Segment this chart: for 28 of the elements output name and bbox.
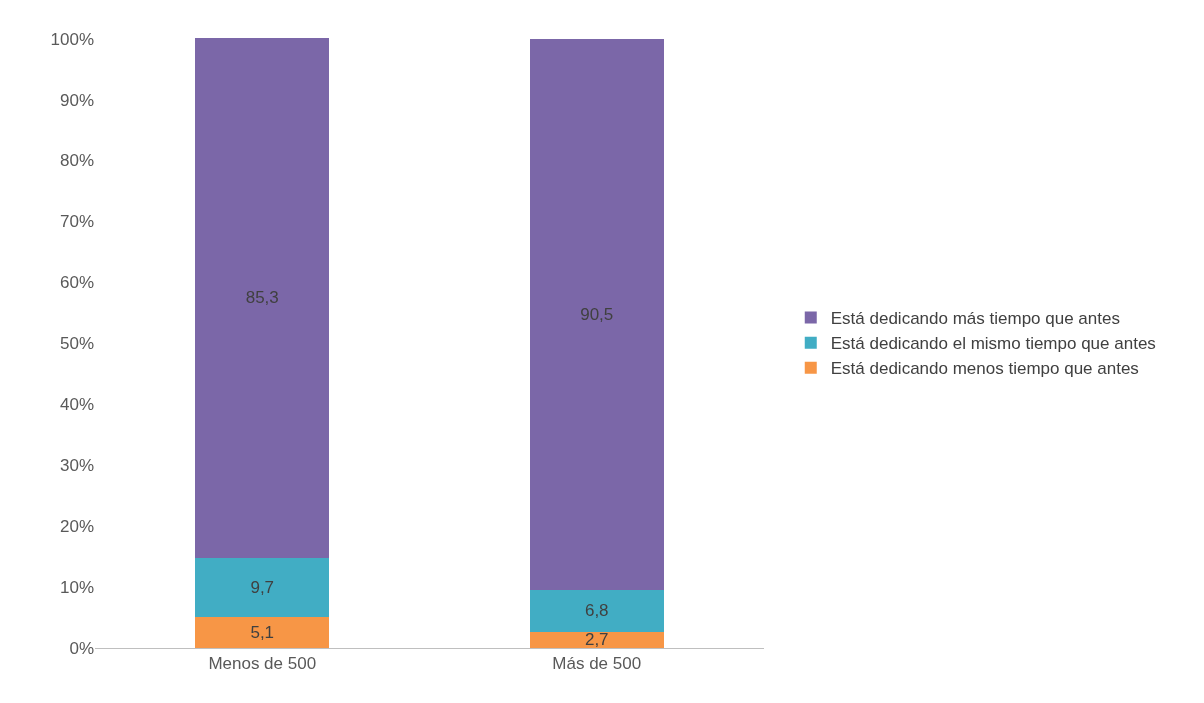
x-tick-label: Más de 500 [552,654,642,674]
bar [529,38,664,591]
y-tick-label: 50% [59,334,94,354]
legend-label: Está dedicando más tiempo que antes [830,309,1120,329]
bar [529,590,664,632]
y-tick-label: 10% [59,578,94,598]
data-label: 90,5 [580,304,614,324]
y-tick-label: 80% [59,151,94,171]
data-label: 9,7 [250,577,275,597]
y-tick-label: 60% [59,273,94,293]
data-label: 85,3 [245,288,279,308]
y-tick-label: 70% [59,212,94,232]
y-tick-label: 90% [59,90,94,110]
x-tick-label: Menos de 500 [208,654,317,674]
bar [195,616,330,648]
bar [195,38,330,558]
data-label: 5,1 [250,622,275,642]
y-tick-label: 20% [59,517,94,537]
bar [195,557,330,617]
data-label: 6,8 [584,601,609,621]
y-tick-label: 100% [50,29,94,49]
y-tick-label: 0% [69,638,94,658]
legend-label: Está dedicando menos tiempo que antes [830,359,1139,379]
legend-label: Está dedicando el mismo tiempo que antes [830,334,1156,354]
bar [529,631,664,648]
y-tick-label: 30% [59,456,94,476]
data-label: 2,7 [584,630,609,650]
y-tick-label: 40% [59,395,94,415]
